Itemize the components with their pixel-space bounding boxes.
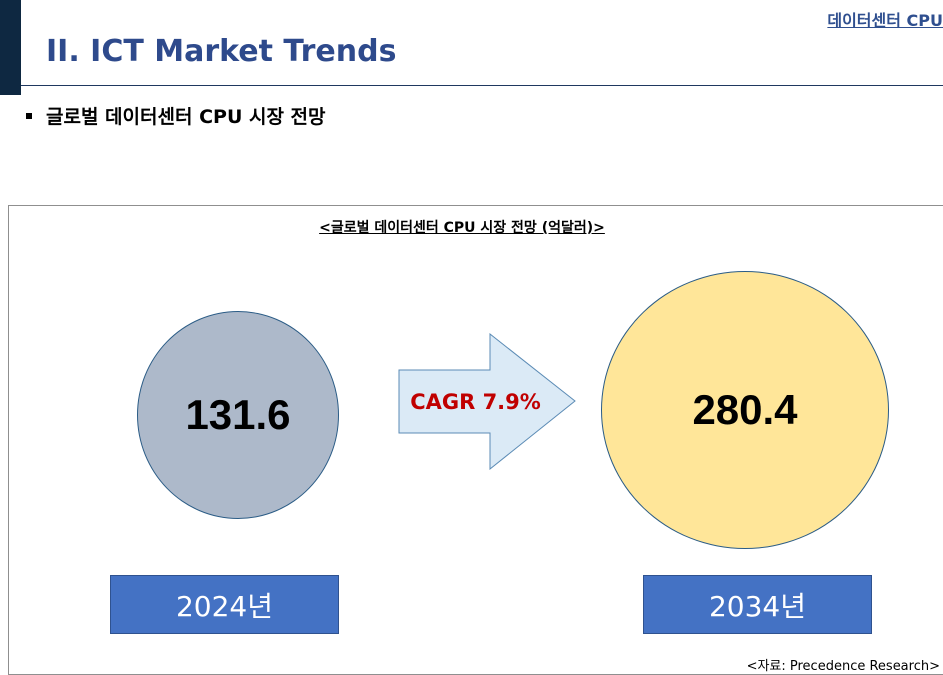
year-box-2034: 2034년	[643, 575, 872, 634]
value-2024: 131.6	[185, 391, 291, 438]
cagr-label: CAGR 7.9%	[410, 390, 541, 414]
year-box-2024: 2024년	[110, 575, 339, 634]
value-circle-2034: 280.4	[601, 271, 889, 549]
header-accent-bar	[0, 0, 21, 95]
value-circle-2024: 131.6	[137, 311, 339, 519]
bullet-square-icon	[26, 112, 32, 119]
figure-title: <글로벌 데이터센터 CPU 시장 전망 (억달러)>	[319, 220, 605, 236]
bullet-text: 글로벌 데이터센터 CPU 시장 전망	[46, 106, 326, 128]
title-divider	[21, 85, 943, 86]
page-title: II. ICT Market Trends	[46, 34, 397, 69]
value-2034: 280.4	[692, 386, 798, 433]
section-link[interactable]: 데이터센터 CPU	[827, 11, 943, 30]
bullet-item: 글로벌 데이터센터 CPU 시장 전망	[26, 102, 326, 129]
year-label-2034: 2034년	[708, 589, 807, 623]
year-label-2024: 2024년	[175, 589, 274, 623]
growth-arrow-icon	[398, 333, 576, 470]
source-note: <자료: Precedence Research>	[746, 659, 940, 674]
